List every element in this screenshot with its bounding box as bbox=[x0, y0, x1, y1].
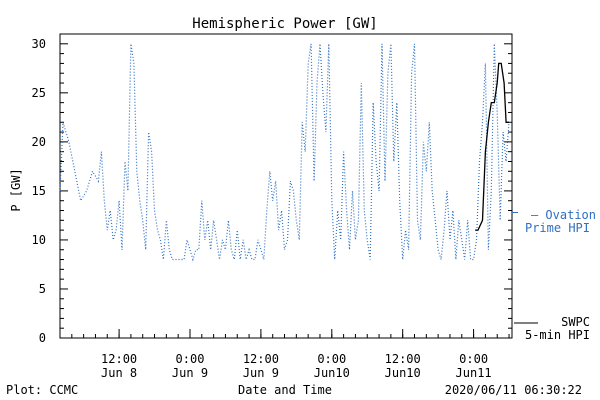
x-tick-label-time: 0:00 bbox=[317, 352, 346, 366]
x-tick-label-date: Jun 9 bbox=[243, 366, 279, 380]
x-tick-label-date: Jun 9 bbox=[172, 366, 208, 380]
legend-swpc-line2: 5-min HPI bbox=[525, 328, 590, 342]
plot-credit: Plot: CCMC bbox=[6, 383, 78, 397]
x-tick-label-time: 12:00 bbox=[101, 352, 137, 366]
y-tick-label: 15 bbox=[32, 184, 46, 198]
legend-ovation-line2: Prime HPI bbox=[525, 221, 590, 235]
x-tick-label-time: 12:00 bbox=[243, 352, 279, 366]
y-tick-label: 30 bbox=[32, 37, 46, 51]
series-ovation-prime-hpi bbox=[59, 43, 510, 262]
y-axis-label: P [GW] bbox=[9, 168, 23, 211]
x-tick-label-time: 12:00 bbox=[385, 352, 421, 366]
chart-title: Hemispheric Power [GW] bbox=[192, 16, 377, 32]
x-tick-label-date: Jun10 bbox=[385, 366, 421, 380]
x-tick-label-time: 0:00 bbox=[459, 352, 488, 366]
y-tick-label: 0 bbox=[39, 331, 46, 345]
y-tick-label: 5 bbox=[39, 282, 46, 296]
x-tick-label-time: 0:00 bbox=[176, 352, 205, 366]
legend-ovation-line1: — Ovation bbox=[531, 208, 596, 222]
y-tick-label: 20 bbox=[32, 135, 46, 149]
series-swpc-5min-hpi bbox=[475, 62, 509, 231]
plot-frame bbox=[59, 33, 513, 339]
x-tick-label-date: Jun10 bbox=[314, 366, 350, 380]
x-tick-label-date: Jun 8 bbox=[101, 366, 137, 380]
legend-swpc-line1: SWPC bbox=[561, 315, 590, 329]
x-axis-label: Date and Time bbox=[238, 383, 332, 397]
timestamp: 2020/06/11 06:30:22 bbox=[445, 383, 582, 397]
y-tick-label: 10 bbox=[32, 233, 46, 247]
y-tick-label: 25 bbox=[32, 86, 46, 100]
x-tick-label-date: Jun11 bbox=[456, 366, 492, 380]
